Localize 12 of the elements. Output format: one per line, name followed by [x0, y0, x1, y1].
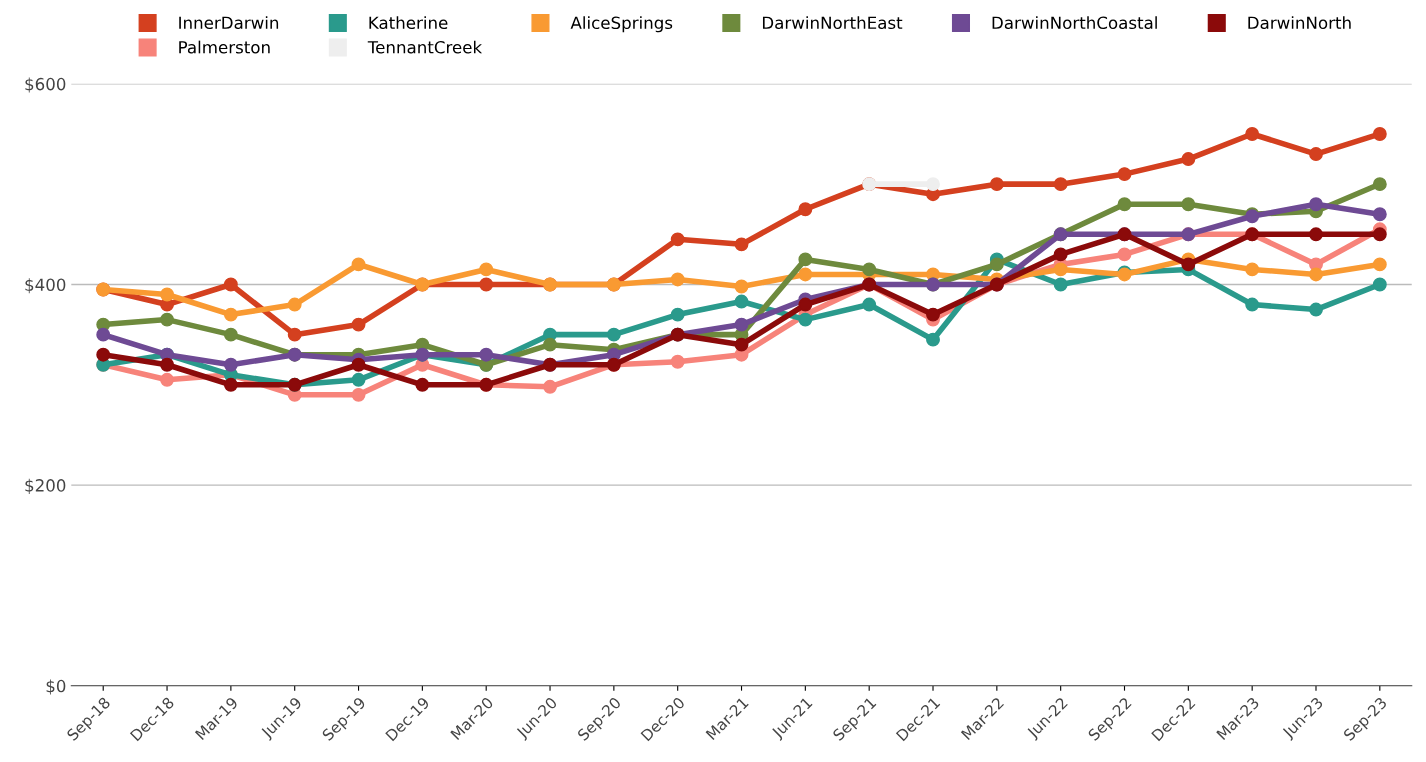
legend-label: DarwinNorth [1248, 16, 1351, 30]
y-tick-label: $200 [25, 478, 66, 494]
legend-label: AliceSprings [570, 16, 673, 33]
legend-label: Palmerston [179, 40, 270, 54]
legend-label: Katherine [369, 16, 448, 30]
legend-label: DarwinNorthEast [762, 16, 903, 30]
legend-label: TennantCreek [367, 40, 483, 54]
y-tick-label: $400 [25, 278, 66, 294]
y-tick-label: $600 [25, 77, 66, 93]
y-tick-label: $0 [46, 679, 66, 695]
legend-label: DarwinNorthCoastal [992, 16, 1157, 30]
legend-label: InnerDarwin [179, 16, 279, 30]
